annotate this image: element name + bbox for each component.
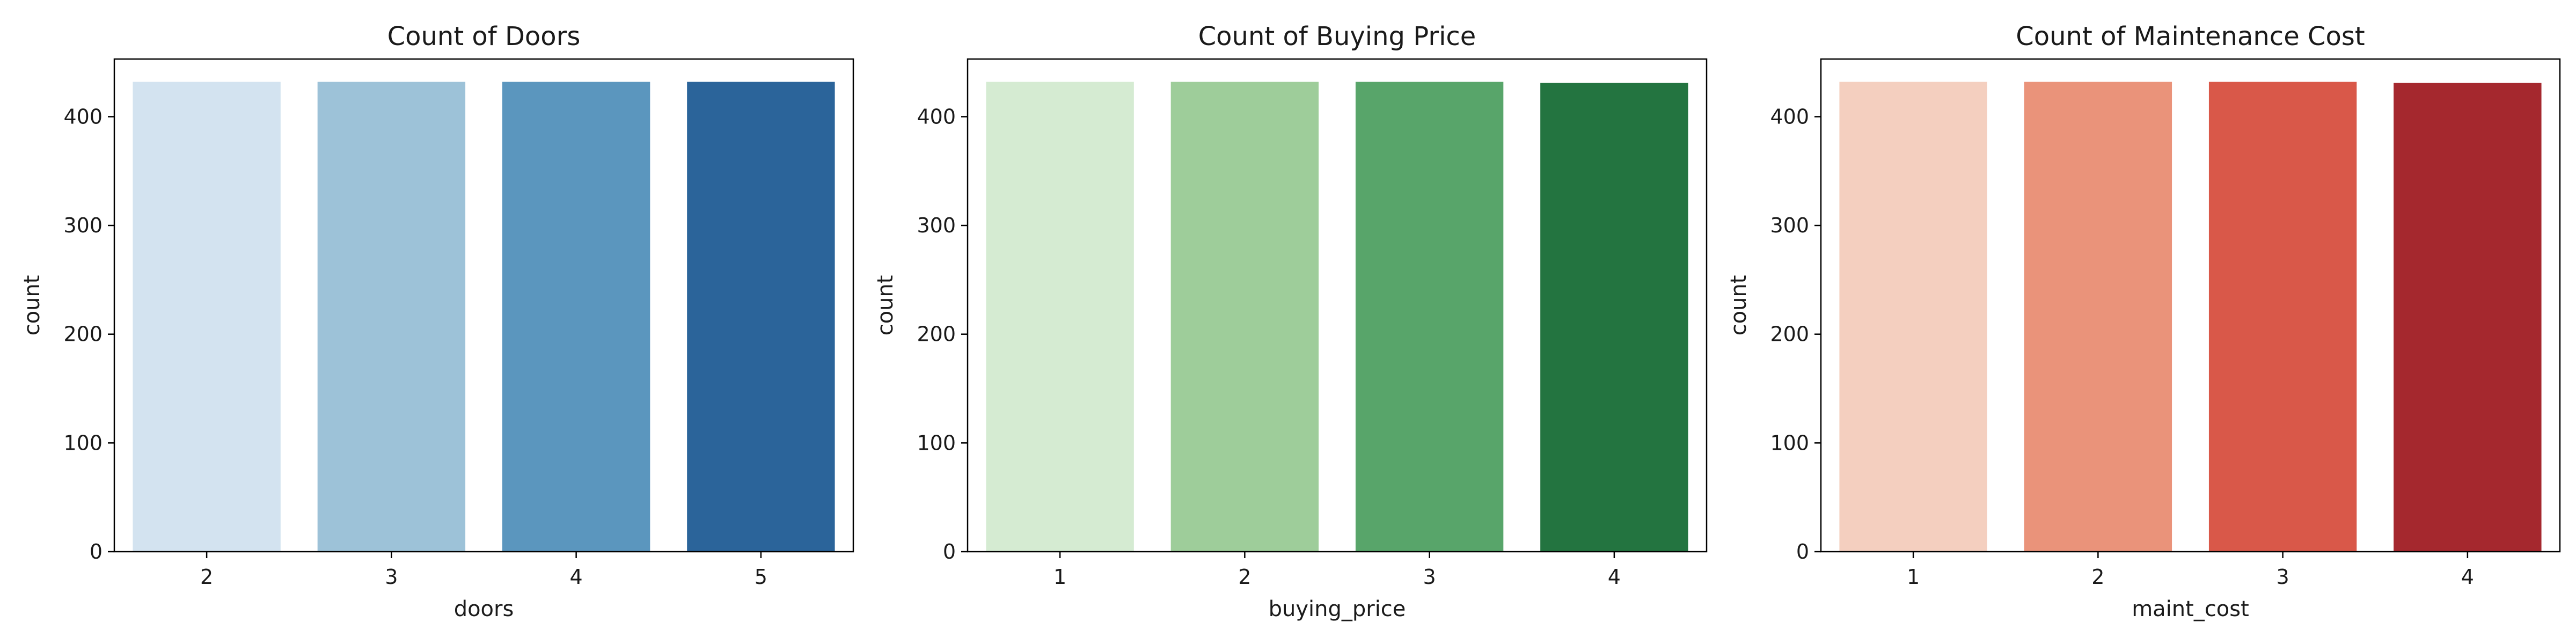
bar-1 xyxy=(986,82,1134,552)
bar-5 xyxy=(687,82,835,552)
y-tick-label: 400 xyxy=(63,105,103,128)
chart-title: Count of Maintenance Cost xyxy=(2016,21,2365,52)
y-axis-label: count xyxy=(20,275,45,336)
y-tick-label: 0 xyxy=(90,540,103,564)
subplot-2: 0 100 200 300 400 1 2 3 4 Count of Buying Price bu… xyxy=(873,21,1708,621)
bar-2 xyxy=(1170,82,1319,552)
bar-4 xyxy=(502,82,650,552)
y-tick-label: 300 xyxy=(917,214,956,237)
y-tick-label: 100 xyxy=(1770,431,1809,455)
x-tick-label: 1 xyxy=(1053,565,1066,589)
x-tick-label: 2 xyxy=(2091,565,2104,589)
subplot-3: 0 100 200 300 400 1 2 3 4 Count of Maintenance Co… xyxy=(1726,21,2561,621)
x-tick-label: 1 xyxy=(1907,565,1920,589)
x-tick-label: 4 xyxy=(570,565,583,589)
x-axis-label: doors xyxy=(454,597,514,621)
y-tick-label: 0 xyxy=(943,540,956,564)
y-axis-label: count xyxy=(1726,275,1751,336)
bar-2 xyxy=(2024,82,2172,552)
chart-title: Count of Doors xyxy=(387,21,581,52)
axes-frame xyxy=(967,58,1708,553)
x-tick-label: 3 xyxy=(2277,565,2289,589)
subplot-1: 0 100 200 300 400 2 3 4 5 Count of Doors doors coun… xyxy=(20,21,854,621)
y-tick-label: 400 xyxy=(917,105,956,128)
x-axis-label: buying_price xyxy=(1269,597,1406,621)
y-tick-label: 100 xyxy=(63,431,103,455)
y-tick-label: 0 xyxy=(1796,540,1809,564)
y-axis-label: count xyxy=(873,275,898,336)
axes-frame xyxy=(113,58,854,553)
y-tick-label: 200 xyxy=(917,323,956,346)
x-tick-label: 5 xyxy=(755,565,767,589)
bar-4 xyxy=(2394,83,2542,552)
y-tick-label: 400 xyxy=(1770,105,1809,128)
x-tick-label: 2 xyxy=(200,565,213,589)
bar-3 xyxy=(1355,82,1504,552)
x-tick-label: 4 xyxy=(1608,565,1621,589)
chart-title: Count of Buying Price xyxy=(1198,21,1476,52)
x-tick-label: 3 xyxy=(1423,565,1436,589)
x-tick-label: 3 xyxy=(385,565,398,589)
y-tick-label: 100 xyxy=(917,431,956,455)
y-tick-label: 300 xyxy=(63,214,103,237)
x-tick-label: 4 xyxy=(2461,565,2474,589)
bar-2 xyxy=(133,82,281,552)
x-axis-label: maint_cost xyxy=(2132,597,2249,621)
axes-frame xyxy=(1820,58,2561,553)
y-tick-label: 300 xyxy=(1770,214,1809,237)
bar-3 xyxy=(2208,82,2357,552)
bar-1 xyxy=(1839,82,1987,552)
bar-4 xyxy=(1540,83,1688,552)
y-tick-label: 200 xyxy=(1770,323,1809,346)
x-tick-label: 2 xyxy=(1238,565,1251,589)
bar-3 xyxy=(317,82,466,552)
y-tick-label: 200 xyxy=(63,323,103,346)
